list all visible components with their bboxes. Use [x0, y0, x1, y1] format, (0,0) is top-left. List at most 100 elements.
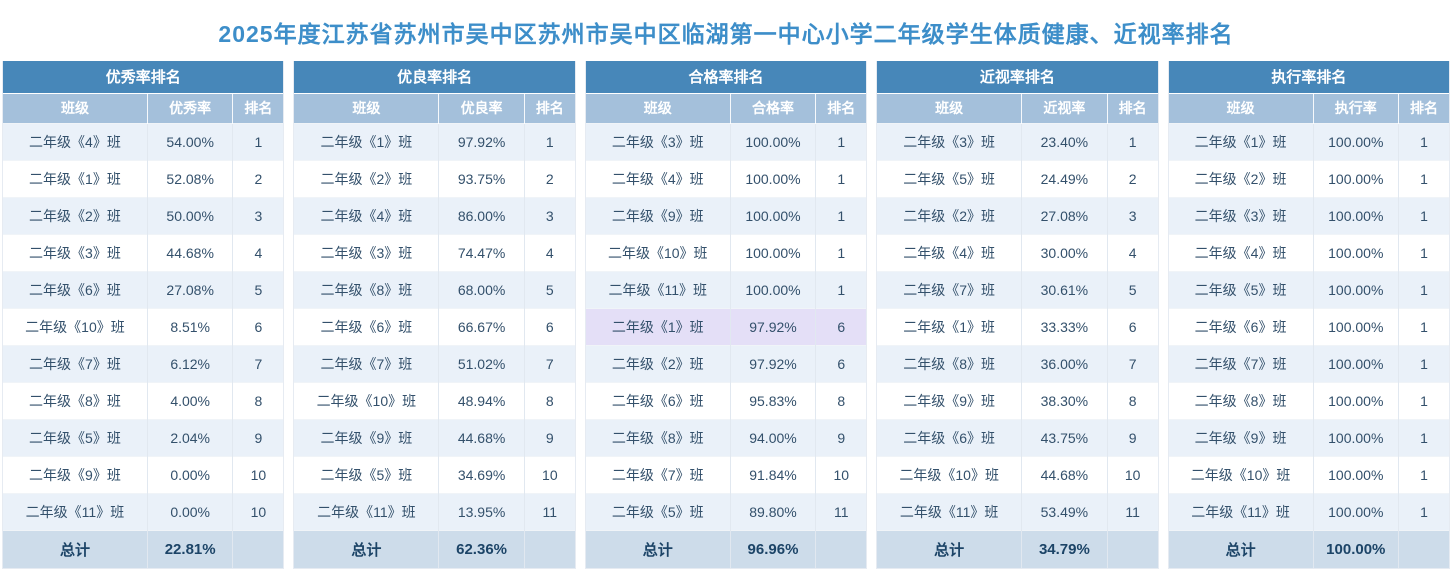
class-cell: 二年级《7》班 — [1168, 344, 1314, 382]
table-row[interactable]: 二年级《11》班 53.49% 11 — [877, 492, 1158, 530]
table-row[interactable]: 二年级《9》班 38.30% 8 — [877, 381, 1158, 419]
rank-cell: 11 — [1106, 492, 1158, 530]
table-row[interactable]: 二年级《3》班 44.68% 4 — [3, 233, 284, 271]
table-row[interactable]: 二年级《5》班 34.69% 10 — [294, 455, 575, 493]
table-row[interactable]: 二年级《2》班 97.92% 6 — [585, 344, 867, 382]
rank-cell: 6 — [815, 307, 867, 345]
table-row[interactable]: 二年级《1》班 97.92% 6 — [585, 307, 867, 345]
class-cell: 二年级《1》班 — [585, 307, 731, 345]
table-row[interactable]: 二年级《5》班 2.04% 9 — [3, 418, 284, 456]
table-row[interactable]: 二年级《1》班 52.08% 2 — [3, 159, 284, 197]
table-row[interactable]: 二年级《8》班 4.00% 8 — [3, 381, 284, 419]
table-row[interactable]: 二年级《8》班 100.00% 1 — [1168, 381, 1450, 419]
table-row[interactable]: 二年级《10》班 48.94% 8 — [294, 381, 575, 419]
class-cell: 二年级《5》班 — [877, 159, 1022, 197]
table-row[interactable]: 二年级《8》班 36.00% 7 — [877, 344, 1158, 382]
rate-column-header: 优秀率 — [146, 92, 233, 123]
table-row[interactable]: 二年级《3》班 100.00% 1 — [585, 122, 867, 160]
rank-cell: 3 — [232, 196, 284, 234]
rank-cell: 1 — [815, 159, 867, 197]
rank-cell: 1 — [1398, 233, 1450, 271]
table-row[interactable]: 二年级《4》班 100.00% 1 — [585, 159, 867, 197]
rate-cell: 66.67% — [438, 307, 525, 345]
rank-column-header: 排名 — [523, 92, 575, 123]
table-row[interactable]: 二年级《9》班 0.00% 10 — [3, 455, 284, 493]
table-row[interactable]: 二年级《10》班 100.00% 1 — [1168, 455, 1450, 493]
rank-cell: 5 — [1106, 270, 1158, 308]
table-row[interactable]: 二年级《10》班 8.51% 6 — [3, 307, 284, 345]
table-row[interactable]: 二年级《6》班 95.83% 8 — [585, 381, 867, 419]
table-row[interactable]: 二年级《11》班 100.00% 1 — [585, 270, 867, 308]
class-cell: 二年级《10》班 — [877, 455, 1022, 493]
table-row[interactable]: 二年级《7》班 91.84% 10 — [585, 455, 867, 493]
table-row[interactable]: 二年级《9》班 100.00% 1 — [585, 196, 867, 234]
table-row[interactable]: 二年级《2》班 50.00% 3 — [3, 196, 284, 234]
total-rate-cell: 62.36% — [438, 529, 525, 568]
table-title: 优秀率排名 — [3, 61, 284, 93]
class-column-header: 班级 — [877, 92, 1022, 123]
class-cell: 二年级《4》班 — [585, 159, 731, 197]
class-cell: 二年级《2》班 — [294, 159, 439, 197]
table-row[interactable]: 二年级《3》班 74.47% 4 — [294, 233, 575, 271]
table-row[interactable]: 二年级《2》班 100.00% 1 — [1168, 159, 1450, 197]
class-cell: 二年级《9》班 — [585, 196, 731, 234]
rank-cell: 1 — [523, 122, 575, 160]
table-row[interactable]: 二年级《7》班 100.00% 1 — [1168, 344, 1450, 382]
class-cell: 二年级《7》班 — [3, 344, 148, 382]
rank-cell: 1 — [1398, 381, 1450, 419]
class-cell: 二年级《8》班 — [877, 344, 1022, 382]
table-row[interactable]: 二年级《11》班 0.00% 10 — [3, 492, 284, 530]
class-cell: 二年级《1》班 — [294, 122, 439, 160]
class-cell: 二年级《11》班 — [294, 492, 439, 530]
rank-cell: 10 — [232, 455, 284, 493]
table-row[interactable]: 二年级《6》班 43.75% 9 — [877, 418, 1158, 456]
table-row[interactable]: 二年级《5》班 100.00% 1 — [1168, 270, 1450, 308]
rate-cell: 86.00% — [438, 196, 525, 234]
rate-cell: 0.00% — [146, 455, 233, 493]
table-row[interactable]: 二年级《7》班 51.02% 7 — [294, 344, 575, 382]
table-row[interactable]: 二年级《2》班 93.75% 2 — [294, 159, 575, 197]
total-row: 总计 96.96% — [585, 529, 867, 568]
ranking-table-2: 优良率排名 班级 优良率 排名 二年级《1》班 97.92% 1 二年级《2》班 93.75% 2… — [293, 61, 576, 569]
class-cell: 二年级《2》班 — [877, 196, 1022, 234]
class-cell: 二年级《2》班 — [1168, 159, 1314, 197]
table-row[interactable]: 二年级《3》班 100.00% 1 — [1168, 196, 1450, 234]
table-row[interactable]: 二年级《7》班 30.61% 5 — [877, 270, 1158, 308]
rate-cell: 30.61% — [1021, 270, 1108, 308]
table-row[interactable]: 二年级《4》班 54.00% 1 — [3, 122, 284, 160]
table-row[interactable]: 二年级《10》班 100.00% 1 — [585, 233, 867, 271]
column-header-row: 班级 优良率 排名 — [294, 92, 575, 123]
class-column-header: 班级 — [585, 92, 731, 123]
table-row[interactable]: 二年级《11》班 13.95% 11 — [294, 492, 575, 530]
table-row[interactable]: 二年级《11》班 100.00% 1 — [1168, 492, 1450, 530]
rank-cell: 7 — [523, 344, 575, 382]
table-row[interactable]: 二年级《6》班 66.67% 6 — [294, 307, 575, 345]
table-row[interactable]: 二年级《4》班 100.00% 1 — [1168, 233, 1450, 271]
table-row[interactable]: 二年级《1》班 97.92% 1 — [294, 122, 575, 160]
table-row[interactable]: 二年级《3》班 23.40% 1 — [877, 122, 1158, 160]
rank-cell: 1 — [815, 233, 867, 271]
rank-cell: 5 — [523, 270, 575, 308]
table-row[interactable]: 二年级《1》班 100.00% 1 — [1168, 122, 1450, 160]
table-row[interactable]: 二年级《9》班 44.68% 9 — [294, 418, 575, 456]
class-cell: 二年级《10》班 — [294, 381, 439, 419]
rate-cell: 100.00% — [1312, 381, 1399, 419]
table-row[interactable]: 二年级《5》班 89.80% 11 — [585, 492, 867, 530]
table-row[interactable]: 二年级《4》班 86.00% 3 — [294, 196, 575, 234]
table-row[interactable]: 二年级《4》班 30.00% 4 — [877, 233, 1158, 271]
table-row[interactable]: 二年级《10》班 44.68% 10 — [877, 455, 1158, 493]
table-row[interactable]: 二年级《7》班 6.12% 7 — [3, 344, 284, 382]
total-label-cell: 总计 — [585, 529, 731, 568]
table-row[interactable]: 二年级《8》班 68.00% 5 — [294, 270, 575, 308]
rate-cell: 27.08% — [1021, 196, 1108, 234]
class-cell: 二年级《5》班 — [294, 455, 439, 493]
table-row[interactable]: 二年级《2》班 27.08% 3 — [877, 196, 1158, 234]
table-row[interactable]: 二年级《6》班 27.08% 5 — [3, 270, 284, 308]
table-row[interactable]: 二年级《6》班 100.00% 1 — [1168, 307, 1450, 345]
table-row[interactable]: 二年级《9》班 100.00% 1 — [1168, 418, 1450, 456]
total-rate-cell: 22.81% — [146, 529, 233, 568]
table-row[interactable]: 二年级《5》班 24.49% 2 — [877, 159, 1158, 197]
class-cell: 二年级《10》班 — [3, 307, 148, 345]
table-row[interactable]: 二年级《1》班 33.33% 6 — [877, 307, 1158, 345]
table-row[interactable]: 二年级《8》班 94.00% 9 — [585, 418, 867, 456]
